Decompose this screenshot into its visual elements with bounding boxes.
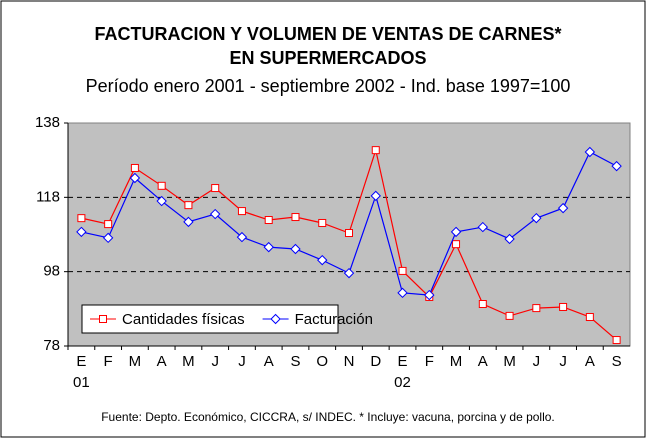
x-tick-label: J [211,353,219,370]
marker [263,241,274,253]
marker [505,311,514,320]
marker [211,184,220,193]
year-label: 01 [73,374,90,391]
marker [424,289,435,301]
marker [477,221,489,233]
x-tick-label: F [104,353,113,370]
marker [290,243,301,255]
legend-label: Facturación [295,311,373,328]
marker [532,304,541,313]
legend [81,304,339,334]
marker [450,226,462,238]
marker [585,313,594,322]
marker [237,207,246,216]
marker [504,233,515,245]
marker [398,266,407,275]
marker [156,195,167,207]
marker [612,336,621,345]
footnote: Fuente: Depto. Económico, CICCRA, s/ IND… [101,410,555,424]
marker [345,229,353,238]
year-label: 02 [394,374,411,391]
marker [183,216,194,228]
y-tick-label: 138 [35,114,60,131]
x-tick-label: M [503,353,516,370]
x-tick-label: A [264,353,274,370]
marker [157,181,166,190]
marker [99,315,107,323]
marker [236,231,248,243]
marker [371,146,380,155]
marker [77,214,86,223]
marker [559,302,568,311]
marker [317,254,328,266]
x-tick-label: S [290,353,300,370]
x-tick-label: N [344,353,355,370]
marker [557,202,569,214]
x-tick-label: M [450,353,463,370]
x-tick-label: D [370,353,381,370]
x-tick-label: O [316,353,328,370]
marker [343,267,355,279]
marker [318,218,327,227]
marker [478,300,487,309]
marker [129,172,141,184]
marker [104,220,113,229]
x-tick-label: J [238,353,246,370]
chart-title: FACTURACION Y VOLUMEN DE VENTAS DE CARNE… [94,24,561,44]
y-tick-label: 78 [43,337,60,354]
marker [397,287,408,299]
x-tick-label: A [585,353,595,370]
marker [184,201,193,210]
marker [452,240,461,249]
marker [102,232,114,244]
x-tick-label: A [478,353,488,370]
marker [611,160,622,172]
chart-subtitle: Período enero 2001 - septiembre 2002 - I… [86,76,571,96]
x-tick-label: J [533,353,541,370]
marker [531,212,542,224]
chart-title: EN SUPERMERCADOS [229,48,426,68]
x-tick-label: M [182,353,195,370]
x-tick-label: E [398,353,408,370]
y-tick-label: 118 [36,188,60,205]
x-tick-label: E [76,353,86,370]
marker [264,216,273,225]
x-tick-label: S [612,353,622,370]
marker [584,146,596,158]
marker [370,190,381,202]
x-tick-label: J [559,353,567,370]
marker [291,213,300,222]
x-tick-label: F [425,353,434,370]
marker [209,208,221,220]
marker [270,313,281,325]
marker [130,163,139,172]
x-tick-label: A [157,353,167,370]
y-tick-label: 98 [43,263,60,280]
legend-label: Cantidades físicas [122,311,245,328]
marker [76,226,87,238]
x-tick-label: M [129,353,142,370]
